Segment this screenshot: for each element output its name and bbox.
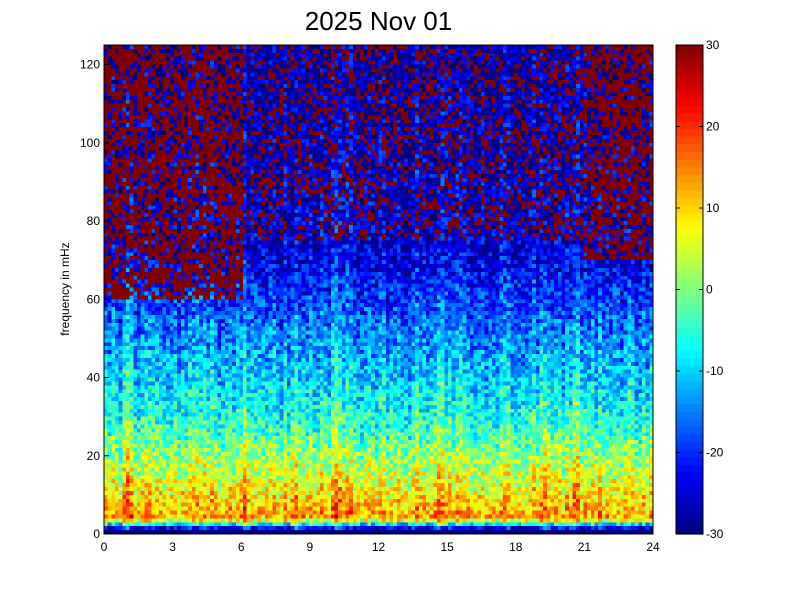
colorbar-segment [676, 434, 703, 443]
colorbar-segment [676, 342, 703, 352]
colorbar-segment [676, 465, 703, 474]
colorbar-segment [676, 106, 703, 115]
colorbar-segment [676, 320, 703, 329]
colorbar-segment [676, 167, 703, 176]
colorbar-segment [676, 197, 703, 207]
colorbar-segment [676, 404, 703, 413]
y-tick-label: 40 [87, 371, 101, 385]
colorbar-segment [676, 274, 703, 283]
colorbar-segment [676, 511, 703, 520]
y-tick-label: 100 [80, 136, 100, 150]
colorbar-segment [676, 457, 703, 466]
colorbar-segment [676, 151, 703, 161]
colorbar-segment [676, 182, 703, 191]
colorbar-segment [676, 327, 703, 336]
colorbar-segment [676, 190, 703, 199]
colorbar-segment [676, 251, 703, 260]
colorbar-segment [676, 388, 703, 398]
colorbar-segment [676, 304, 703, 314]
colorbar-segment [676, 281, 703, 291]
colorbar-segment [676, 121, 703, 130]
x-tick-label: 9 [307, 540, 314, 554]
colorbar-tick-label: -10 [706, 364, 724, 378]
colorbar-segment [676, 495, 703, 505]
x-tick-label: 24 [646, 540, 660, 554]
colorbar-segment [676, 236, 703, 245]
x-tick-label: 3 [169, 540, 176, 554]
y-tick-label: 20 [87, 449, 101, 463]
y-tick-label: 80 [87, 214, 101, 228]
colorbar-segment [676, 472, 703, 482]
colorbar-segment [676, 144, 703, 153]
x-tick-label: 18 [509, 540, 523, 554]
colorbar-segment [676, 243, 703, 252]
colorbar-segment [676, 129, 703, 138]
colorbar-segment [676, 518, 703, 527]
colorbar-segment [676, 488, 703, 497]
plot-area [104, 45, 653, 534]
colorbar-segment [676, 449, 703, 459]
colorbar-segment [676, 45, 703, 54]
colorbar-segment [676, 90, 703, 100]
colorbar-segment [676, 83, 703, 92]
x-axis: 0 3 6 9 12 15 18 21 24 [101, 529, 660, 554]
y-tick-label: 60 [87, 292, 101, 306]
colorbar-segment [676, 98, 703, 107]
colorbar-segment [676, 174, 703, 184]
colorbar-segment [676, 312, 703, 321]
colorbar-segment [676, 266, 703, 275]
colorbar-segment [676, 480, 703, 489]
y-axis: 0 20 40 60 80 100 120 [80, 58, 109, 541]
colorbar-tick-label: -20 [706, 446, 724, 460]
x-tick-label: 12 [372, 540, 386, 554]
x-tick-label: 21 [578, 540, 592, 554]
y-tick-label: 0 [93, 527, 100, 541]
colorbar-segment [676, 228, 703, 237]
colorbar-segment [676, 335, 703, 344]
colorbar-segment [676, 503, 703, 512]
colorbar-segment [676, 373, 703, 382]
colorbar-segment [676, 350, 703, 359]
colorbar-tick-label: 20 [706, 120, 720, 134]
colorbar-segment [676, 258, 703, 268]
colorbar-tick-label: 0 [706, 283, 713, 297]
colorbar-segment [676, 419, 703, 428]
colorbar-tick-label: 30 [706, 38, 720, 52]
colorbar-segment [676, 60, 703, 69]
colorbar-segment [676, 526, 703, 535]
colorbar-segment [676, 396, 703, 405]
chart-title: 2025 Nov 01 [304, 6, 453, 36]
x-tick-label: 0 [101, 540, 108, 554]
colorbar-tick-label: -30 [706, 527, 724, 541]
colorbar-segment [676, 67, 703, 77]
colorbar-segment [676, 52, 703, 61]
y-axis-label: frequency in mHz [58, 242, 72, 335]
spectrogram-image [104, 45, 653, 534]
colorbar-segment [676, 75, 703, 84]
colorbar-segment [676, 297, 703, 306]
x-tick-label: 6 [238, 540, 245, 554]
y-tick-label: 120 [80, 58, 100, 72]
colorbar-axis: 30 20 10 0 -10 -20 -30 [676, 38, 724, 541]
colorbar-segment [676, 159, 703, 168]
colorbar-segment [676, 113, 703, 123]
x-tick-label: 15 [440, 540, 454, 554]
colorbar-segment [676, 136, 703, 145]
colorbar-tick-label: 10 [706, 201, 720, 215]
colorbar-segment [676, 358, 703, 367]
colorbar-segment [676, 381, 703, 390]
colorbar-segment [676, 205, 703, 214]
colorbar-segment [676, 442, 703, 451]
colorbar-segment [676, 411, 703, 420]
colorbar [676, 45, 703, 535]
colorbar-segment [676, 220, 703, 229]
colorbar-segment [676, 427, 703, 436]
colorbar-segment [676, 365, 703, 375]
colorbar-segment [676, 289, 703, 298]
colorbar-segment [676, 213, 703, 222]
